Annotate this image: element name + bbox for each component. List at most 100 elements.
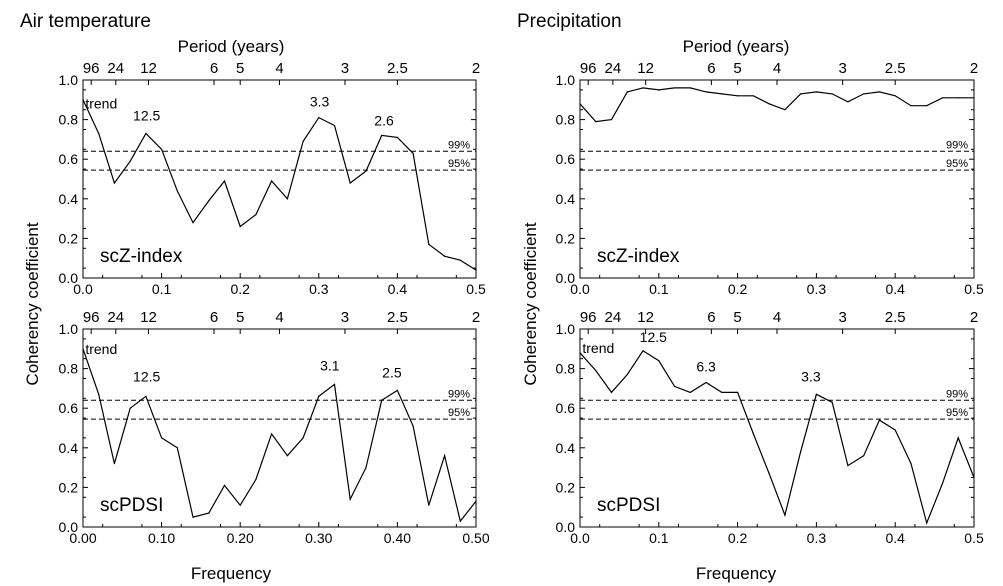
data-point [82,348,84,350]
data-point [847,101,849,103]
x-tick-label: 0.3 [309,281,329,297]
y-tick-label: 0.6 [556,400,576,416]
x-tick-label: 0.2 [728,281,748,297]
data-point [863,455,865,457]
data-point [957,437,959,439]
y-tick-label: 0.2 [556,230,576,246]
x-tick-label: 0.30 [305,530,332,546]
period-tick-label: 12 [637,309,654,326]
y-tick-label: 0.8 [556,112,576,128]
data-point [658,360,660,362]
x-tick-label: 0.5 [964,530,984,546]
data-point [973,97,975,99]
peak-annotation: 6.3 [696,359,716,375]
panel-precipitation-scz-index: 0.00.20.40.60.81.00.0 0.1 0.2 0.3 0.4 0.596 24… [556,60,984,297]
data-point [208,512,210,514]
period-tick-label: 24 [107,60,124,77]
data-point [318,395,320,397]
x-tick-label: 0.10 [148,530,175,546]
data-point [475,269,477,271]
data-point [768,103,770,105]
x-tick-label: 0.00 [69,530,96,546]
data-point [878,91,881,93]
y-tick-label: 1.0 [59,72,79,88]
data-point [610,119,613,121]
panel-label: scPDSI [597,495,660,516]
panel-label: scPDSI [100,495,163,516]
y-tick-label: 0.8 [59,361,79,377]
period-tick-label: 2 [472,309,480,326]
period-tick-label: 96 [580,60,597,77]
data-point [475,500,477,502]
period-tick-label: 4 [773,309,781,326]
data-point [239,504,241,506]
period-tick-label: 2 [472,60,480,77]
period-tick-label: 3 [341,60,349,77]
data-point [973,476,975,479]
x-tick-label: 0.2 [728,530,748,546]
data-point [428,504,430,506]
period-tick-label: 24 [107,309,124,326]
data-point [721,93,723,95]
panel-air-temperature-scpdsi: 0.0 0.2 0.4 0.6 0.8 1.0 0.00 0.10 0.20 0.30 0.40 0.… [59,309,490,546]
y-tick-label: 0.4 [556,191,576,207]
peak-annotation: 12.5 [133,368,160,384]
data-point [82,99,84,101]
data-point [579,352,581,354]
data-point [145,132,147,135]
x-tick-label: 0.0 [570,530,590,546]
data-point [768,472,770,475]
coherency-series-line [579,349,975,525]
peak-annotation: 3.1 [320,358,340,374]
panel-label: scZ-index [100,246,183,267]
period-tick-label: 2 [970,60,978,77]
column-title-air-temperature: Air temperature [20,11,151,32]
period-tick-label: 5 [733,309,741,326]
y-tick-label: 0.4 [59,191,79,207]
confidence-label: 95% [448,407,470,419]
x-tick-label: 0.20 [227,530,254,546]
period-tick-label: 6 [210,60,218,77]
data-point [302,140,304,142]
period-tick-label: 4 [275,309,283,326]
data-point [737,391,739,393]
period-tick-label: 5 [236,60,244,77]
data-point [926,105,928,107]
data-point [286,455,288,457]
period-tick-label: 2.5 [885,309,906,326]
confidence-label: 99% [946,139,968,151]
data-point [737,95,739,97]
peak-annotation: 2.5 [382,365,402,381]
data-point [642,350,644,352]
period-tick-label: 2 [970,309,978,326]
peak-annotation: 3.3 [310,94,330,110]
period-tick-label: 4 [773,60,781,77]
period-tick-label: 6 [210,309,218,326]
x-tick-label: 0.2 [230,281,250,297]
data-point [705,381,707,384]
data-point [752,433,754,435]
data-point [239,225,241,228]
data-point [831,93,833,95]
data-point [847,465,849,467]
data-point [689,87,691,89]
peak-annotation: trend [85,96,117,112]
period-tick-label: 96 [83,60,100,77]
data-point [941,97,944,99]
data-point [910,463,912,465]
data-point [595,369,597,372]
data-point [286,198,288,200]
data-point [302,437,304,439]
data-point [428,243,430,245]
data-point [658,89,660,91]
confidence-label: 95% [946,158,968,170]
y-axis-label-left: Coherency coefficient [23,222,42,385]
data-point [878,419,881,421]
data-point [412,425,414,427]
data-point [349,182,351,184]
y-tick-label: 1.0 [556,321,576,337]
top-axis-label-right: Period (years) [683,37,790,56]
period-tick-label: 2.5 [885,60,906,77]
data-point [271,433,273,435]
